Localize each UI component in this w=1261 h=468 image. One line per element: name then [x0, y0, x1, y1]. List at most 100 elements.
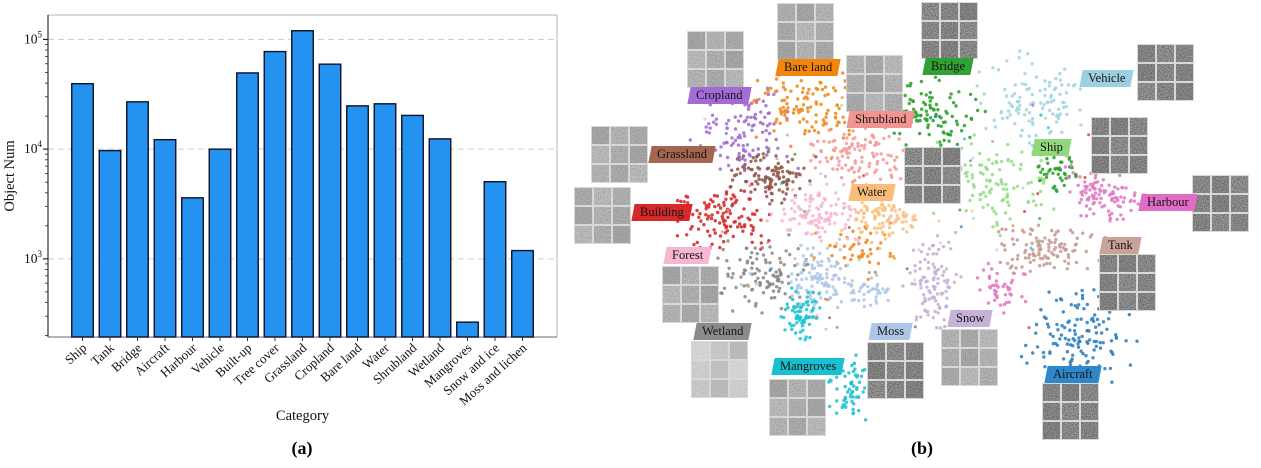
sar-thumbnail	[846, 74, 865, 93]
cluster-Wetland	[716, 233, 810, 315]
sar-thumbnail	[807, 379, 826, 398]
label-text: Forest	[672, 248, 704, 262]
sar-thumbnail	[941, 367, 960, 386]
label-text: Mangroves	[780, 359, 837, 373]
sar-thumbnail	[807, 417, 826, 436]
sar-thumbnail	[1137, 44, 1156, 63]
sar-thumbnail	[700, 285, 719, 304]
label-Bare land: Bare land	[775, 59, 841, 76]
sar-thumbnail	[681, 285, 700, 304]
sar-thumbnail	[904, 185, 923, 204]
sar-thumbnail	[725, 50, 744, 69]
sar-thumbnail	[905, 342, 924, 361]
sar-thumbnail	[886, 342, 905, 361]
sar-thumbnail	[1080, 421, 1099, 440]
sar-thumbnail	[1211, 175, 1230, 194]
sar-thumbnail	[1110, 117, 1129, 136]
sar-thumbnail	[1061, 402, 1080, 421]
sar-thumbnail	[1230, 213, 1249, 232]
sar-thumbnail	[610, 126, 629, 145]
sar-thumbnail	[921, 21, 940, 40]
sar-thumbnail	[687, 31, 706, 50]
thumbnail-grid-Wetland	[691, 341, 748, 398]
sar-thumbnail	[629, 145, 648, 164]
sar-thumbnail	[687, 50, 706, 69]
cluster-Snow	[901, 240, 966, 346]
sar-thumbnail	[1129, 136, 1148, 155]
sar-thumbnail	[921, 40, 940, 59]
sar-thumbnail	[1091, 117, 1110, 136]
label-text: Tank	[1108, 238, 1133, 252]
thumbnail-grid-Moss	[867, 342, 924, 399]
sar-thumbnail	[904, 166, 923, 185]
sar-thumbnail	[867, 361, 886, 380]
label-text: Water	[857, 185, 887, 199]
cluster-Grassland	[728, 150, 818, 208]
sar-thumbnail	[815, 22, 834, 41]
sar-thumbnail	[1080, 383, 1099, 402]
sar-thumbnail	[905, 380, 924, 399]
label-text: Moss	[877, 324, 905, 338]
label-Aircraft: Aircraft	[1044, 366, 1102, 383]
label-text: Grassland	[657, 147, 707, 161]
sar-thumbnail	[815, 3, 834, 22]
sar-thumbnail	[729, 360, 748, 379]
sar-thumbnail	[865, 55, 884, 74]
sar-thumbnail	[1192, 194, 1211, 213]
sar-thumbnail	[725, 31, 744, 50]
cluster-Bare land	[750, 68, 892, 281]
label-Moss: Moss	[868, 323, 913, 340]
thumbnail-grid-Bare land	[777, 3, 834, 60]
sar-thumbnail	[1042, 421, 1061, 440]
sar-thumbnail	[700, 304, 719, 323]
sar-thumbnail	[1099, 292, 1118, 311]
label-text: Harbour	[1147, 195, 1189, 209]
sar-thumbnail	[777, 3, 796, 22]
sar-thumbnail	[681, 304, 700, 323]
sar-thumbnail	[1137, 82, 1156, 101]
cluster-Vehicle	[975, 49, 1101, 148]
sar-thumbnail	[942, 185, 961, 204]
sar-thumbnail	[904, 147, 923, 166]
sar-thumbnail	[710, 341, 729, 360]
sar-thumbnail	[612, 225, 631, 244]
sar-thumbnail	[1137, 254, 1156, 273]
sar-thumbnail	[960, 348, 979, 367]
cluster-Shrubland	[809, 126, 905, 187]
sar-thumbnail	[959, 2, 978, 21]
sar-thumbnail	[921, 2, 940, 21]
sar-thumbnail	[691, 360, 710, 379]
sar-thumbnail	[796, 22, 815, 41]
sar-thumbnail	[942, 147, 961, 166]
sar-thumbnail	[574, 206, 593, 225]
sar-thumbnail	[1099, 254, 1118, 273]
y-axis-title: Object Num	[2, 140, 18, 212]
sar-thumbnail	[1099, 273, 1118, 292]
sar-thumbnail	[788, 417, 807, 436]
label-Tank: Tank	[1099, 237, 1142, 254]
cluster-Tank	[997, 223, 1116, 275]
thumbnail-grid-Bridge	[921, 2, 978, 59]
sar-thumbnail	[942, 166, 961, 185]
sar-thumbnail	[1137, 63, 1156, 82]
label-Harbour: Harbour	[1138, 194, 1198, 211]
label-Vehicle: Vehicle	[1079, 70, 1135, 87]
sar-thumbnail	[1137, 273, 1156, 292]
sar-thumbnail	[884, 93, 903, 112]
sar-thumbnail	[1156, 63, 1175, 82]
sar-thumbnail	[796, 3, 815, 22]
sar-thumbnail	[979, 348, 998, 367]
label-Cropland: Cropland	[687, 87, 752, 104]
sar-thumbnail	[610, 164, 629, 183]
caption-a: (a)	[291, 438, 313, 458]
cluster-Harbour	[975, 163, 1149, 315]
sar-thumbnail	[941, 348, 960, 367]
caption-b: (b)	[911, 438, 933, 458]
sar-thumbnail	[1091, 136, 1110, 155]
sar-thumbnail	[769, 417, 788, 436]
label-Wetland: Wetland	[693, 323, 752, 340]
sar-thumbnail	[1118, 292, 1137, 311]
sar-thumbnail	[884, 55, 903, 74]
sar-thumbnail	[777, 41, 796, 60]
sar-thumbnail	[865, 74, 884, 93]
